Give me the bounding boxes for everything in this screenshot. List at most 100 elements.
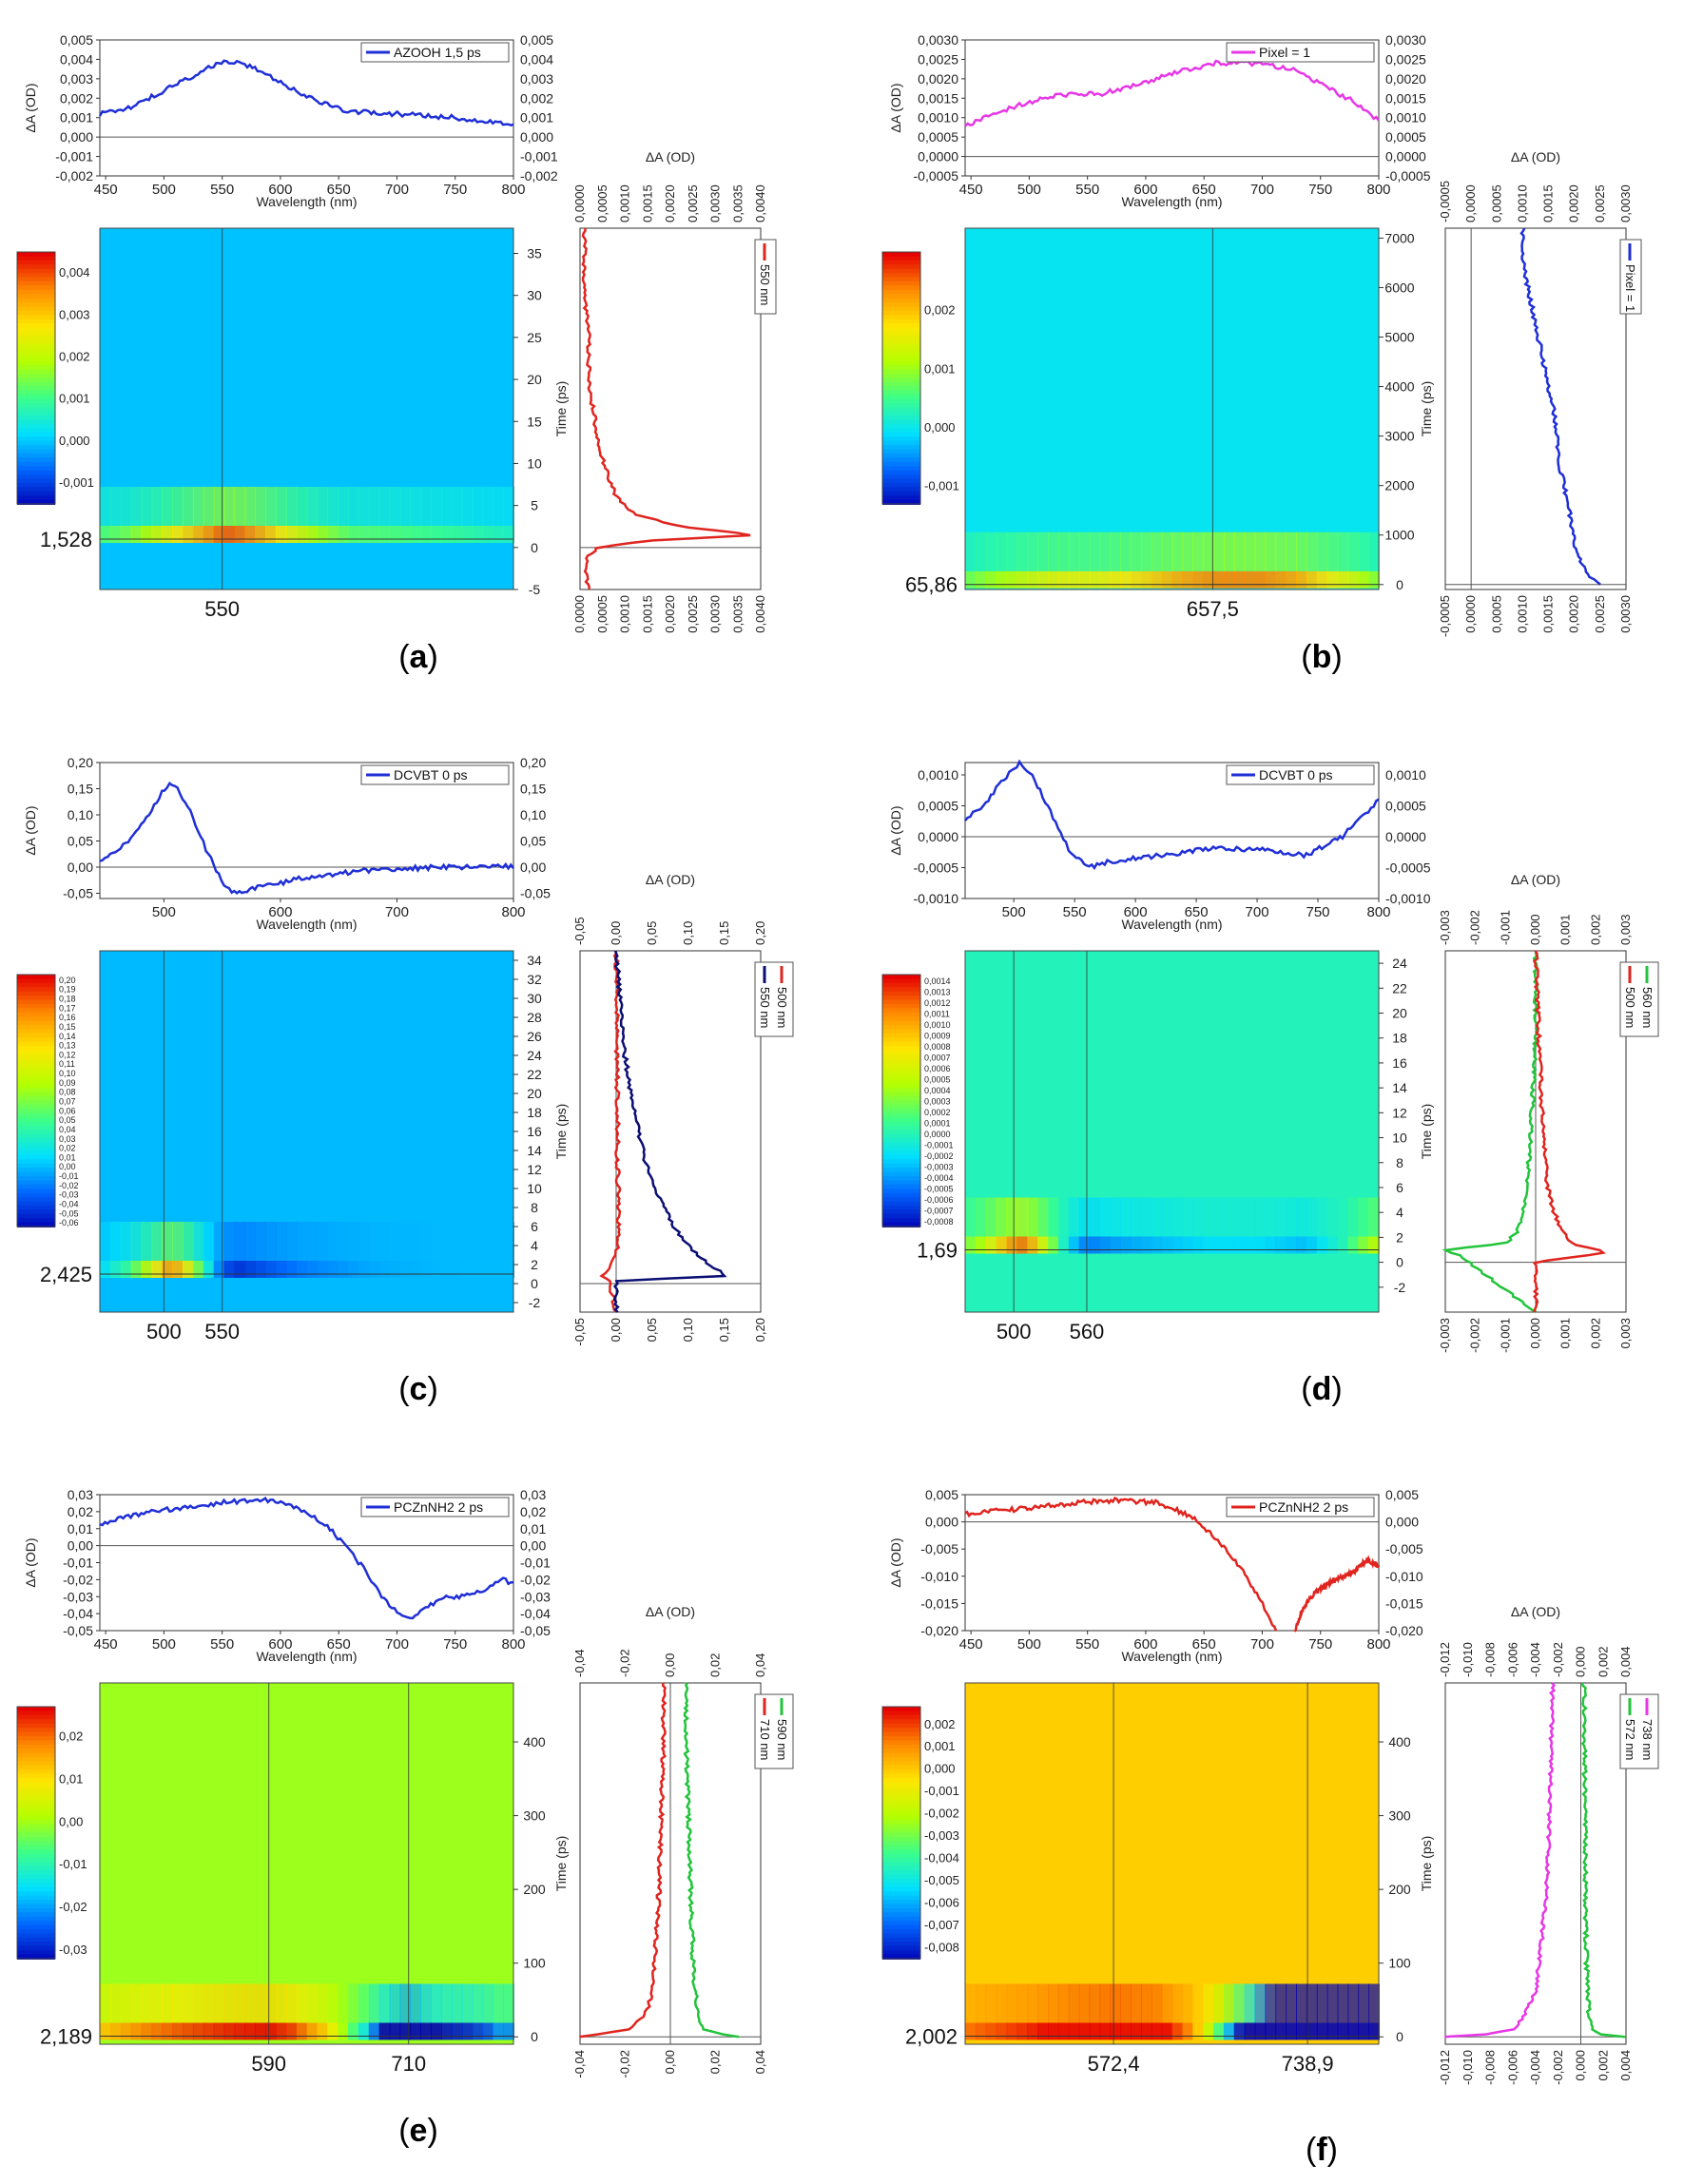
map-cell xyxy=(1203,1197,1214,1237)
spectrum-frame xyxy=(964,762,1380,899)
kinetics-tick-label-bottom: -0,006 xyxy=(1505,2050,1519,2085)
map-cell xyxy=(183,525,194,543)
colorbar-cell xyxy=(882,1786,920,1792)
colorbar-cell xyxy=(882,1707,920,1712)
kinetics-tick-label-top: 0,00 xyxy=(609,921,623,945)
colorbar-cell xyxy=(17,1205,55,1211)
map-cell xyxy=(389,2022,401,2040)
panel-label: (e) xyxy=(398,2113,438,2149)
colorbar-cell xyxy=(882,1874,920,1881)
colorbar-cell xyxy=(17,1053,55,1060)
panel-label-letter: d xyxy=(1312,1371,1332,1407)
map-cell xyxy=(213,2022,225,2040)
time-tick-label: 400 xyxy=(523,1734,546,1749)
map-cell xyxy=(1203,1983,1214,2023)
map-cell xyxy=(472,2022,484,2040)
map-cell xyxy=(431,1983,442,2023)
map-cell xyxy=(451,525,463,543)
map-cell xyxy=(1037,570,1049,589)
kinetics-tick-label-bottom: 0,02 xyxy=(708,2050,723,2074)
kinetics-tick-label-bottom: 0,0030 xyxy=(708,595,723,633)
time-tick-label: 6 xyxy=(1396,1180,1403,1195)
map-cell xyxy=(265,486,277,526)
map-cell xyxy=(244,2022,257,2040)
map-cell xyxy=(1316,1197,1328,1237)
map-cell xyxy=(1171,2022,1184,2040)
panel-label-open: ( xyxy=(1306,2132,1317,2168)
kinetics-axis-label: ΔA (OD) xyxy=(1511,872,1560,887)
map-cell xyxy=(420,2022,432,2040)
time-tick-label: 10 xyxy=(1392,1131,1407,1146)
map-cell xyxy=(975,1983,987,2023)
colorbar-tick-label: 0,0009 xyxy=(924,1031,951,1040)
map-cell xyxy=(338,2022,349,2040)
map-cell xyxy=(1110,1197,1122,1237)
kinetics-tick-label-top: 0,10 xyxy=(681,921,695,945)
map-cell xyxy=(1254,532,1267,571)
colorbar-cell xyxy=(17,1849,55,1855)
map-cell xyxy=(1151,1236,1163,1254)
x-axis-label: Wavelength (nm) xyxy=(1121,917,1222,932)
colorbar-cell xyxy=(882,499,920,505)
map-cell xyxy=(996,2022,1008,2040)
colorbar-cell xyxy=(17,1050,55,1055)
map-cell xyxy=(151,525,164,543)
x-tick-label: 800 xyxy=(1366,904,1390,920)
map-cell xyxy=(255,486,266,526)
y-axis-label: ΔA (OD) xyxy=(888,83,903,132)
y-tick-label: 0,0010 xyxy=(918,767,958,783)
map-cell xyxy=(1068,1983,1080,2023)
map-cell xyxy=(1068,1236,1080,1254)
map-cell xyxy=(338,1222,349,1261)
colorbar-cell xyxy=(882,360,920,367)
map-cell xyxy=(1296,1236,1307,1254)
colorbar-cell xyxy=(882,478,920,484)
colorbar-cell xyxy=(882,1731,920,1737)
kinetics-tick-label-bottom: -0,002 xyxy=(1468,1318,1482,1353)
x-tick-label: 500 xyxy=(152,904,176,920)
colorbar-cell xyxy=(17,991,55,997)
colorbar-cell xyxy=(882,1820,920,1826)
x-tick-label: 750 xyxy=(1306,904,1330,920)
colorbar-cell xyxy=(17,331,55,338)
map-cell xyxy=(109,1261,122,1278)
map-cell xyxy=(1265,1236,1277,1254)
colorbar-tick-label: 0,0001 xyxy=(924,1119,951,1129)
map-cell xyxy=(213,525,225,543)
x-tick-label: 500 xyxy=(1002,904,1026,920)
map-cell xyxy=(1068,1197,1080,1237)
y-tick-label: 0,00 xyxy=(68,860,93,875)
map-cell xyxy=(306,525,319,543)
colorbar-tick-label: 0,0010 xyxy=(924,1020,951,1030)
colorbar-tick-label: 0,20 xyxy=(59,976,76,985)
colorbar-tick-label: 0,16 xyxy=(59,1013,76,1022)
map-cell xyxy=(213,1983,225,2023)
colorbar-cell xyxy=(882,336,920,341)
colorbar-cell xyxy=(882,436,920,442)
colorbar-tick-label: -0,01 xyxy=(59,1857,87,1871)
map-cell xyxy=(1286,1983,1297,2023)
colorbar-cell xyxy=(882,1092,920,1098)
map-cell xyxy=(1140,2022,1152,2040)
map-cell xyxy=(472,486,484,526)
colorbar-tick-label: -0,0008 xyxy=(924,1217,954,1227)
colorbar-tick-label: 0,12 xyxy=(59,1050,76,1059)
time-tick-label: 100 xyxy=(1388,1956,1411,1971)
map-cell xyxy=(348,2022,359,2040)
map-cell xyxy=(461,2022,474,2040)
colorbar-cell xyxy=(882,1159,920,1165)
map-cell xyxy=(1057,1236,1070,1254)
colorbar-cell xyxy=(17,1883,55,1888)
colorbar-cell xyxy=(17,1012,55,1018)
map-cell xyxy=(1120,1983,1132,2023)
map-cell xyxy=(451,2022,463,2040)
kinetics-tick-label-bottom: 0,05 xyxy=(645,1318,659,1342)
colorbar-cell xyxy=(17,1921,55,1926)
y-tick-label-right: 0,000 xyxy=(520,129,553,145)
map-cell xyxy=(503,2022,514,2040)
y-tick-label-right: -0,02 xyxy=(520,1572,551,1587)
map-cell xyxy=(1120,532,1132,571)
kinetics-tick-label-top: -0,006 xyxy=(1505,1642,1519,1677)
map-cell xyxy=(192,525,204,543)
